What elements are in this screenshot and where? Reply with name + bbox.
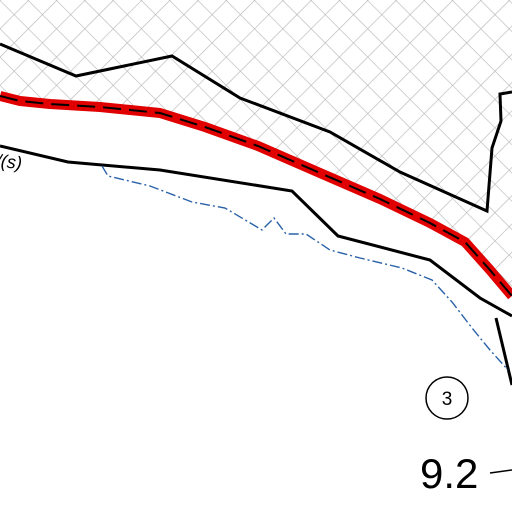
hatched-area [0,0,512,300]
stream-line [101,165,509,371]
road-label: /(s) [0,150,23,173]
route-centerline [0,95,512,297]
kilometer-tick [489,469,512,474]
circle-number: 3 [442,389,453,410]
boundary-line-upper [0,42,512,214]
boundary-line-branch [494,317,512,386]
boundary-line-lower [0,144,512,318]
kilometer-label: 9.2 [420,450,478,497]
numbered-circle-marker: 3 [425,376,469,420]
